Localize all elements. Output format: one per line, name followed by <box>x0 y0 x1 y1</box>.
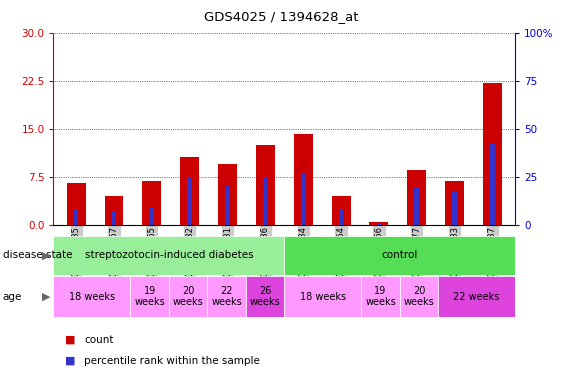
Text: streptozotocin-induced diabetes: streptozotocin-induced diabetes <box>84 250 253 260</box>
Bar <box>225 186 230 225</box>
Bar <box>445 181 464 225</box>
Text: disease state: disease state <box>3 250 72 260</box>
Text: percentile rank within the sample: percentile rank within the sample <box>84 356 260 366</box>
Bar <box>263 177 267 225</box>
Text: 18 weeks: 18 weeks <box>300 291 346 302</box>
Bar <box>452 192 457 225</box>
Bar <box>207 276 246 317</box>
Bar <box>361 276 400 317</box>
Bar <box>369 222 388 225</box>
Text: 19
weeks: 19 weeks <box>365 286 396 308</box>
Text: 20
weeks: 20 weeks <box>404 286 434 308</box>
Text: count: count <box>84 335 114 345</box>
Text: 22
weeks: 22 weeks <box>211 286 242 308</box>
Text: ■: ■ <box>65 335 75 345</box>
Text: 19
weeks: 19 weeks <box>135 286 165 308</box>
Bar <box>490 144 495 225</box>
Bar <box>218 164 237 225</box>
Text: 26
weeks: 26 weeks <box>250 286 280 308</box>
Bar <box>53 236 284 275</box>
Bar <box>169 276 207 317</box>
Text: ▶: ▶ <box>42 250 51 260</box>
Bar <box>301 173 306 225</box>
Bar <box>112 211 117 225</box>
Bar <box>284 236 515 275</box>
Bar <box>294 134 312 225</box>
Bar <box>74 209 78 225</box>
Text: GDS4025 / 1394628_at: GDS4025 / 1394628_at <box>204 10 359 23</box>
Bar <box>339 209 343 225</box>
Bar <box>105 196 123 225</box>
Bar <box>131 276 169 317</box>
Bar <box>332 196 351 225</box>
Bar <box>150 207 154 225</box>
Text: 22 weeks: 22 weeks <box>453 291 500 302</box>
Bar <box>256 145 275 225</box>
Text: ■: ■ <box>65 356 75 366</box>
Text: control: control <box>382 250 418 260</box>
Bar <box>180 157 199 225</box>
Bar <box>414 188 419 225</box>
Text: 18 weeks: 18 weeks <box>69 291 115 302</box>
Bar <box>53 276 131 317</box>
Bar <box>284 276 361 317</box>
Bar <box>377 223 381 225</box>
Bar <box>483 83 502 225</box>
Bar <box>142 181 162 225</box>
Bar <box>187 177 192 225</box>
Text: age: age <box>3 291 22 302</box>
Bar <box>67 183 86 225</box>
Bar <box>400 276 438 317</box>
Bar <box>407 170 426 225</box>
Bar <box>438 276 515 317</box>
Text: 20
weeks: 20 weeks <box>173 286 203 308</box>
Bar <box>246 276 284 317</box>
Text: ▶: ▶ <box>42 291 51 302</box>
